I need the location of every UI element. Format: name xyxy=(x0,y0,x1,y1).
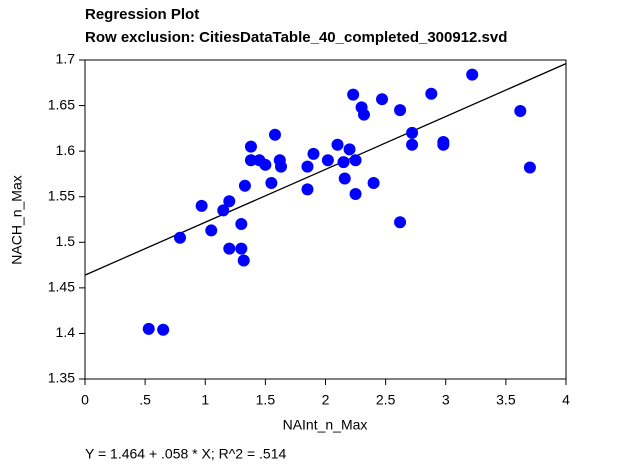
data-point xyxy=(205,224,218,237)
data-point xyxy=(223,242,236,255)
data-point xyxy=(238,179,251,192)
data-point xyxy=(237,254,250,267)
x-tick-label: 3 xyxy=(442,392,450,408)
plot-frame xyxy=(84,59,567,380)
data-point xyxy=(331,138,344,151)
data-point xyxy=(349,154,362,167)
regression-line xyxy=(84,63,567,276)
data-point xyxy=(466,68,479,81)
data-point xyxy=(394,104,407,117)
data-point xyxy=(523,161,536,174)
data-point xyxy=(321,154,334,167)
data-point xyxy=(307,147,320,160)
x-tick-label: 1.5 xyxy=(256,392,276,408)
data-point xyxy=(301,183,314,196)
data-point xyxy=(343,143,356,156)
data-point xyxy=(338,172,351,185)
data-point xyxy=(244,140,257,153)
data-point xyxy=(217,204,230,217)
data-point xyxy=(347,88,360,101)
x-tick-label: 2 xyxy=(322,392,330,408)
data-point xyxy=(157,323,170,336)
y-tick-label: 1.55 xyxy=(48,187,75,203)
data-point xyxy=(173,231,186,244)
data-point xyxy=(142,322,155,335)
data-point xyxy=(437,138,450,151)
x-tick-label: 2.5 xyxy=(376,392,396,408)
data-point xyxy=(514,105,527,118)
data-point xyxy=(425,87,438,100)
x-tick-label: .5 xyxy=(139,392,151,408)
x-tick-label: 1 xyxy=(201,392,209,408)
y-tick-label: 1.7 xyxy=(56,51,76,67)
annotation: Y = 1.464 + .058 * X; R^2 = .514 xyxy=(85,446,287,462)
y-tick-label: 1.4 xyxy=(56,324,76,340)
data-point xyxy=(376,93,389,106)
data-point xyxy=(367,177,380,190)
data-point xyxy=(406,138,419,151)
x-tick-label: 3.5 xyxy=(496,392,516,408)
y-axis-label: NACH_n_Max xyxy=(9,175,25,264)
y-tick-label: 1.5 xyxy=(56,233,76,249)
data-point xyxy=(406,126,419,139)
data-point xyxy=(268,128,281,141)
data-point xyxy=(223,195,236,208)
x-tick-label: 4 xyxy=(562,392,570,408)
data-point xyxy=(357,108,370,121)
data-point xyxy=(244,154,257,167)
x-tick-label: 0 xyxy=(81,392,89,408)
data-point xyxy=(195,199,208,212)
y-tick-label: 1.35 xyxy=(48,370,75,386)
y-tick-label: 1.6 xyxy=(56,142,76,158)
x-axis-label: NAInt_n_Max xyxy=(283,417,368,433)
y-tick-label: 1.65 xyxy=(48,96,75,112)
data-point xyxy=(265,177,278,190)
chart-subtitle: Row exclusion: CitiesDataTable_40_comple… xyxy=(85,29,507,46)
data-point xyxy=(235,242,248,255)
data-point xyxy=(235,218,248,231)
data-point xyxy=(259,158,272,171)
data-point xyxy=(275,160,288,173)
data-point xyxy=(337,156,350,169)
data-point xyxy=(301,160,314,173)
data-point xyxy=(394,216,407,229)
data-point xyxy=(349,187,362,200)
y-tick-label: 1.45 xyxy=(48,279,75,295)
chart-title: Regression Plot xyxy=(85,6,199,23)
